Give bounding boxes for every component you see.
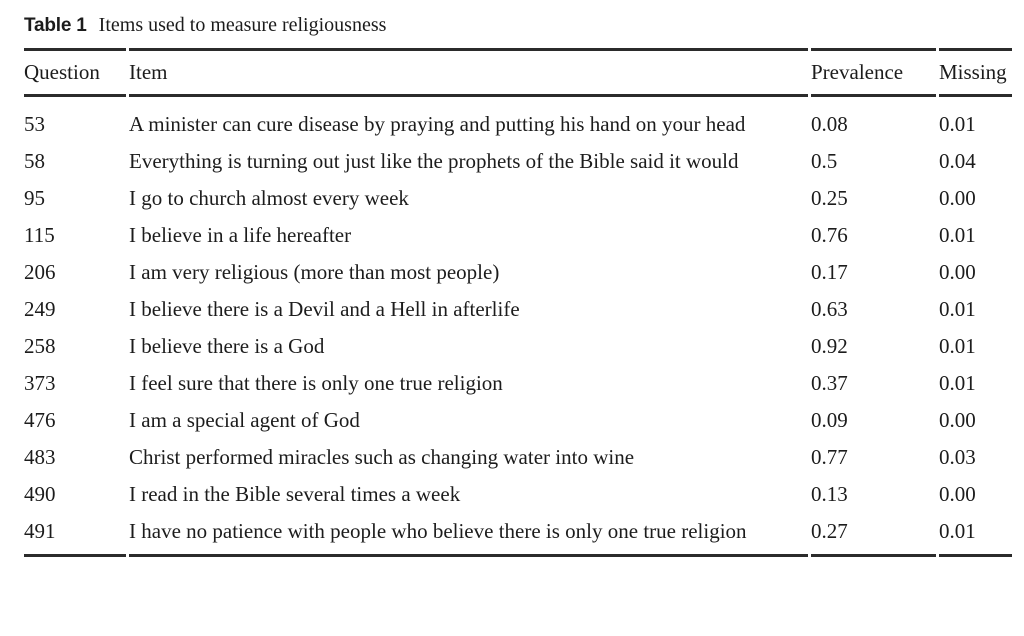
item-text: I go to church almost every week (129, 186, 409, 210)
item-text: I feel sure that there is only one true … (129, 371, 503, 395)
table-row: 491 I have no patience with people who b… (24, 513, 1012, 557)
prevalence-value: 0.17 (811, 260, 848, 284)
item-text: Everything is turning out just like the … (129, 149, 739, 173)
table-caption-text: Items used to measure religiousness (98, 14, 387, 36)
question-number: 115 (24, 223, 55, 247)
column-header-prevalence: Prevalence (811, 48, 936, 97)
missing-value: 0.03 (939, 445, 976, 469)
item-text: Christ performed miracles such as changi… (129, 445, 635, 469)
missing-value: 0.00 (939, 186, 976, 210)
missing-value: 0.04 (939, 149, 976, 173)
item-text: I am very religious (more than most peop… (129, 260, 500, 284)
question-number: 95 (24, 186, 45, 210)
question-number: 258 (24, 334, 56, 358)
prevalence-value: 0.92 (811, 334, 848, 358)
table-row: 476 I am a special agent of God 0.09 0.0… (24, 402, 1012, 439)
item-text: I have no patience with people who belie… (129, 513, 808, 557)
prevalence-value: 0.77 (811, 445, 848, 469)
missing-value: 0.00 (939, 260, 976, 284)
missing-value: 0.01 (939, 334, 976, 358)
column-header-missing: Missing (939, 48, 1012, 97)
table-label: Table 1 (24, 15, 87, 36)
item-text: I believe in a life hereafter (129, 223, 352, 247)
item-text: I believe there is a God (129, 334, 325, 358)
question-number: 53 (24, 112, 45, 136)
question-number: 206 (24, 260, 56, 284)
prevalence-value: 0.76 (811, 223, 848, 247)
item-text: A minister can cure disease by praying a… (129, 112, 746, 136)
prevalence-value: 0.27 (811, 513, 936, 557)
table-row: 53 A minister can cure disease by prayin… (24, 97, 1012, 143)
prevalence-value: 0.5 (811, 149, 838, 173)
table-row: 58 Everything is turning out just like t… (24, 143, 1012, 180)
item-text: I read in the Bible several times a week (129, 482, 461, 506)
prevalence-value: 0.13 (811, 482, 848, 506)
missing-value: 0.01 (939, 297, 976, 321)
question-number: 490 (24, 482, 56, 506)
table-row: 490 I read in the Bible several times a … (24, 476, 1012, 513)
table-row: 258 I believe there is a God 0.92 0.01 (24, 328, 1012, 365)
item-text: I believe there is a Devil and a Hell in… (129, 297, 520, 321)
question-number: 249 (24, 297, 56, 321)
table-body: 53 A minister can cure disease by prayin… (24, 97, 1012, 557)
question-number: 476 (24, 408, 56, 432)
question-number: 58 (24, 149, 45, 173)
missing-value: 0.01 (939, 513, 1012, 557)
table-row: 206 I am very religious (more than most … (24, 254, 1012, 291)
table-row: 373 I feel sure that there is only one t… (24, 365, 1012, 402)
question-number: 491 (24, 513, 126, 557)
prevalence-value: 0.37 (811, 371, 848, 395)
missing-value: 0.01 (939, 223, 976, 247)
prevalence-value: 0.09 (811, 408, 848, 432)
table-header: Question Item Prevalence Missing (24, 48, 1012, 97)
question-number: 373 (24, 371, 56, 395)
column-header-item: Item (129, 48, 808, 97)
missing-value: 0.01 (939, 112, 976, 136)
religiousness-items-table: Question Item Prevalence Missing 53 A mi… (21, 48, 1015, 557)
prevalence-value: 0.25 (811, 186, 848, 210)
missing-value: 0.00 (939, 408, 976, 432)
missing-value: 0.00 (939, 482, 976, 506)
prevalence-value: 0.08 (811, 112, 848, 136)
table-row: 95 I go to church almost every week 0.25… (24, 180, 1012, 217)
table-row: 115 I believe in a life hereafter 0.76 0… (24, 217, 1012, 254)
prevalence-value: 0.63 (811, 297, 848, 321)
column-header-question: Question (24, 48, 126, 97)
table-row: 249 I believe there is a Devil and a Hel… (24, 291, 1012, 328)
table-row: 483 Christ performed miracles such as ch… (24, 439, 1012, 476)
header-row: Question Item Prevalence Missing (24, 48, 1012, 97)
missing-value: 0.01 (939, 371, 976, 395)
question-number: 483 (24, 445, 56, 469)
table-caption-line: Table 1 Items used to measure religiousne… (24, 13, 1006, 38)
item-text: I am a special agent of God (129, 408, 360, 432)
